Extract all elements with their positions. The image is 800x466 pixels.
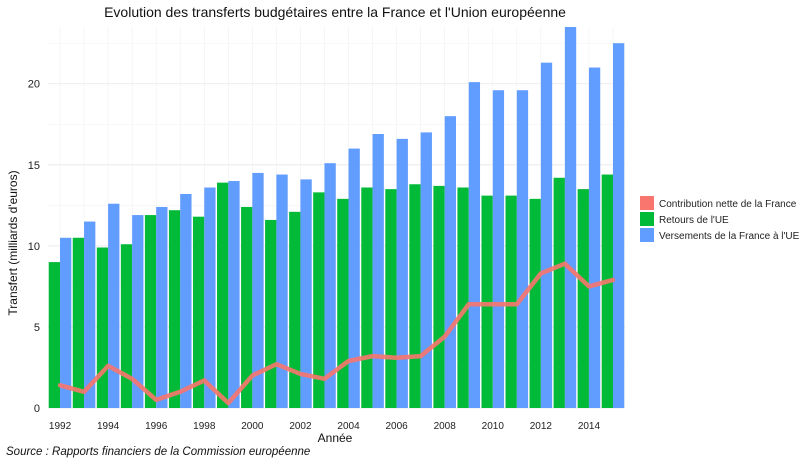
bar-retours-2009 bbox=[457, 187, 469, 408]
bar-versements-2002 bbox=[300, 179, 312, 408]
bar-retours-1998 bbox=[192, 216, 205, 408]
y-tick-label: 15 bbox=[28, 160, 40, 172]
x-axis: 1992 1994 1996 1998 2000 2002 2004 2006 2008 2010… bbox=[49, 421, 601, 432]
x-tick-label: 2004 bbox=[337, 421, 360, 432]
net-contribution-line bbox=[57, 261, 616, 406]
x-tick-label: 1992 bbox=[49, 421, 72, 432]
bar-retours-2010 bbox=[481, 195, 493, 408]
chart-title: Evolution des transferts budgétaires ent… bbox=[104, 4, 566, 20]
bar-versements-2001 bbox=[276, 174, 288, 408]
bar-retours-2014 bbox=[577, 189, 589, 408]
bar-versements-2006 bbox=[396, 138, 408, 408]
x-tick-label: 2010 bbox=[482, 421, 505, 432]
bar-versements-2011 bbox=[516, 90, 529, 408]
x-axis-label: Année bbox=[318, 431, 353, 445]
bar-retours-1993 bbox=[72, 237, 85, 408]
bars bbox=[48, 27, 625, 408]
net-contribution-path bbox=[57, 261, 616, 406]
x-tick-label: 2002 bbox=[289, 421, 312, 432]
bar-retours-2015 bbox=[601, 174, 613, 408]
bar-versements-1993 bbox=[84, 221, 96, 408]
y-tick-label: 0 bbox=[34, 403, 40, 415]
bar-versements-2015 bbox=[612, 43, 625, 408]
bar-versements-1999 bbox=[228, 181, 240, 408]
bar-versements-2004 bbox=[348, 148, 360, 408]
x-tick-label: 2012 bbox=[530, 421, 553, 432]
x-tick-label: 1996 bbox=[145, 421, 168, 432]
y-tick-label: 5 bbox=[34, 322, 40, 334]
bar-versements-2014 bbox=[588, 67, 601, 408]
x-tick-label: 1998 bbox=[193, 421, 216, 432]
bar-versements-1995 bbox=[132, 215, 144, 408]
bar-retours-1992 bbox=[48, 262, 61, 408]
bar-retours-2003 bbox=[313, 192, 325, 408]
bar-retours-2007 bbox=[409, 184, 421, 408]
legend-label: Versements de la France à l'UE bbox=[659, 231, 800, 242]
bar-versements-2003 bbox=[324, 163, 336, 408]
bar-retours-2013 bbox=[553, 177, 565, 408]
bar-retours-2012 bbox=[529, 198, 541, 408]
bar-versements-1994 bbox=[108, 203, 120, 408]
bar-versements-2005 bbox=[372, 134, 384, 408]
bar-versements-2012 bbox=[540, 62, 553, 408]
y-tick-label: 20 bbox=[28, 79, 40, 91]
bar-retours-1995 bbox=[120, 244, 133, 408]
bar-retours-2006 bbox=[385, 189, 397, 408]
bar-versements-2013 bbox=[564, 27, 577, 408]
y-axis-label: Transfert (milliards d'euros) bbox=[6, 170, 20, 315]
legend-key bbox=[640, 228, 654, 242]
source-note: Source : Rapports financiers de la Commi… bbox=[6, 446, 311, 458]
bar-retours-2001 bbox=[265, 219, 277, 408]
bar-versements-2010 bbox=[492, 90, 505, 408]
bar-versements-2009 bbox=[468, 82, 481, 408]
bar-retours-2004 bbox=[337, 198, 349, 408]
legend-label: Retours de l'UE bbox=[659, 215, 729, 226]
bar-versements-1998 bbox=[204, 187, 216, 408]
bar-versements-2008 bbox=[444, 116, 456, 408]
legend-key bbox=[640, 196, 654, 210]
y-axis: 0 5 10 15 20 bbox=[28, 79, 40, 415]
x-tick-label: 2008 bbox=[434, 421, 457, 432]
bar-retours-2002 bbox=[289, 211, 301, 408]
bar-retours-2011 bbox=[505, 195, 517, 408]
bar-retours-1999 bbox=[217, 182, 229, 408]
x-tick-label: 1994 bbox=[97, 421, 120, 432]
x-tick-label: 2006 bbox=[385, 421, 408, 432]
bar-versements-1997 bbox=[180, 193, 192, 408]
x-tick-label: 2000 bbox=[241, 421, 264, 432]
bar-versements-1992 bbox=[60, 237, 72, 408]
bar-retours-2000 bbox=[241, 206, 253, 408]
y-tick-label: 10 bbox=[28, 241, 40, 253]
x-tick-label: 2014 bbox=[578, 421, 601, 432]
bar-versements-2000 bbox=[252, 172, 264, 408]
bar-retours-1997 bbox=[168, 210, 181, 408]
bar-versements-2007 bbox=[420, 132, 432, 408]
bar-retours-1996 bbox=[144, 215, 157, 408]
bar-retours-2005 bbox=[361, 187, 373, 408]
legend: Contribution nette de la France Retours d… bbox=[640, 196, 800, 242]
legend-key bbox=[640, 212, 654, 226]
bar-versements-1996 bbox=[156, 206, 168, 408]
legend-label: Contribution nette de la France bbox=[659, 199, 797, 210]
bar-retours-2008 bbox=[433, 185, 445, 408]
bar-retours-1994 bbox=[96, 247, 109, 408]
